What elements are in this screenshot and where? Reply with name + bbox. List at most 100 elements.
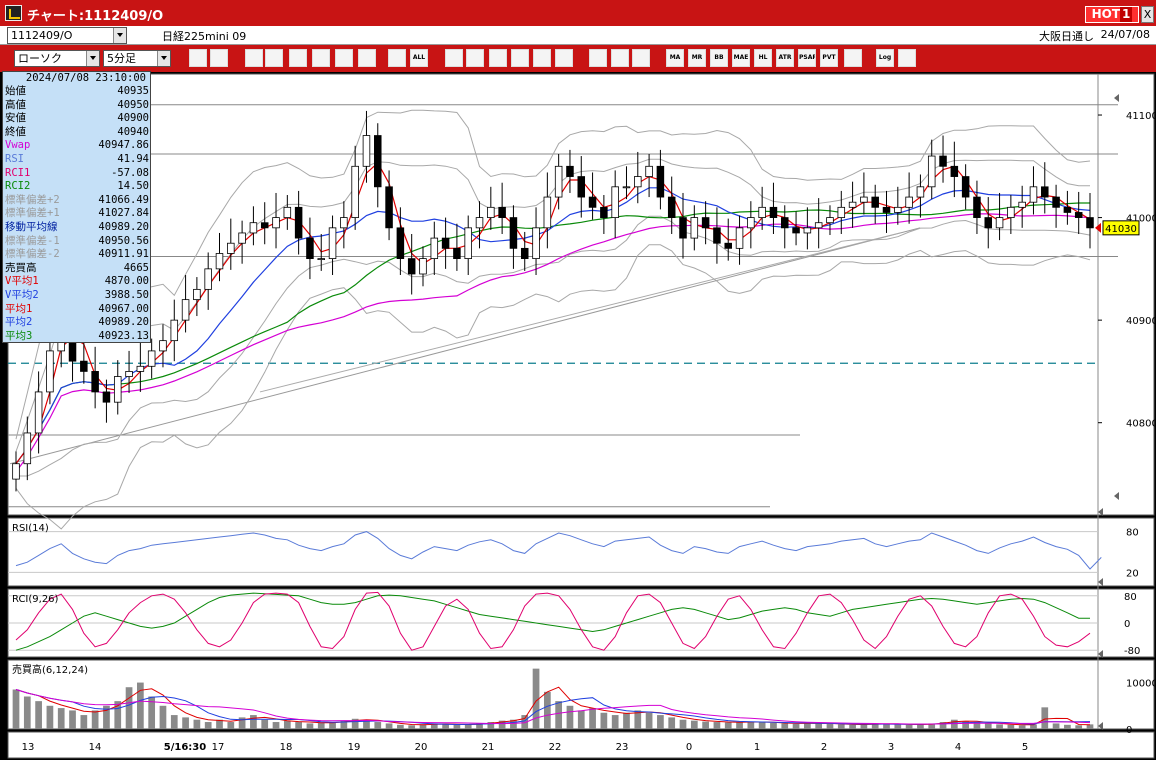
all-icon[interactable]: ALL (410, 49, 428, 67)
candle-body[interactable] (283, 206, 292, 218)
candle-body[interactable] (781, 217, 789, 229)
candle-body[interactable] (961, 176, 970, 198)
hl-icon[interactable]: HL (754, 49, 772, 67)
candle-body[interactable] (939, 155, 947, 167)
candle-body[interactable] (679, 217, 687, 239)
candle-icon[interactable] (245, 49, 263, 67)
hot-button[interactable]: HOT 1 (1085, 6, 1139, 23)
candle-body[interactable] (204, 268, 212, 290)
axis-arrow-icon[interactable] (1098, 508, 1103, 516)
symbol-select[interactable]: 1112409/O (7, 27, 127, 44)
candle-body[interactable] (136, 365, 145, 372)
candle-body[interactable] (894, 206, 902, 213)
bb-icon[interactable]: BB (710, 49, 728, 67)
trend-line[interactable] (9, 227, 921, 465)
candle-body[interactable] (826, 217, 834, 224)
grid-icon[interactable] (589, 49, 607, 67)
candle-body[interactable] (1052, 196, 1060, 208)
candle-body[interactable] (487, 206, 495, 218)
candle-body[interactable] (848, 201, 857, 208)
candle-body[interactable] (905, 196, 913, 208)
candle-body[interactable] (113, 376, 122, 403)
candle-body[interactable] (724, 242, 732, 249)
candle-body[interactable] (600, 206, 608, 218)
list-icon[interactable] (533, 49, 551, 67)
wrench-icon[interactable] (611, 49, 629, 67)
candle-body[interactable] (453, 247, 461, 260)
candle-body[interactable] (871, 196, 879, 208)
candle-body[interactable] (984, 217, 993, 229)
candle-body[interactable] (758, 206, 766, 218)
candle-body[interactable] (667, 196, 676, 218)
candle-body[interactable] (950, 165, 959, 177)
axis-arrow-icon[interactable] (1098, 722, 1103, 730)
candle-body[interactable] (317, 258, 325, 261)
candle-body[interactable] (362, 135, 371, 167)
ma-icon[interactable]: MA (666, 49, 684, 67)
atr-icon[interactable]: ATR (776, 49, 794, 67)
candle-body[interactable] (543, 196, 552, 229)
candle-body[interactable] (837, 206, 846, 218)
split-icon[interactable] (210, 49, 228, 67)
candle-body[interactable] (814, 222, 823, 229)
candle-body[interactable] (577, 176, 586, 198)
candle-body[interactable] (249, 222, 258, 234)
arrow-icon[interactable] (511, 49, 529, 67)
candle-body[interactable] (34, 391, 43, 434)
palette-icon[interactable] (632, 49, 650, 67)
candle-body[interactable] (1007, 206, 1015, 218)
candle-body[interactable] (634, 176, 642, 188)
candle-body[interactable] (1074, 212, 1083, 218)
candle-body[interactable] (995, 217, 1004, 229)
axis-arrow-icon[interactable] (1114, 94, 1119, 102)
candle-body[interactable] (430, 237, 439, 260)
candle-body[interactable] (102, 391, 111, 403)
frame-icon[interactable] (844, 49, 862, 67)
log-icon[interactable]: Log (876, 49, 894, 67)
bracket-icon[interactable] (388, 49, 406, 67)
candle-body[interactable] (735, 227, 744, 249)
candle-body[interactable] (306, 237, 314, 260)
candle-body[interactable] (125, 371, 133, 377)
mr-icon[interactable]: MR (688, 49, 706, 67)
marker-icon[interactable] (358, 49, 376, 67)
chevron-down-icon[interactable] (86, 51, 99, 66)
candle-body[interactable] (622, 186, 631, 189)
magnify-icon[interactable] (189, 49, 207, 67)
close-button[interactable]: X (1141, 6, 1154, 23)
candle-body[interactable] (645, 165, 653, 177)
candle-body[interactable] (340, 217, 348, 229)
candle-body[interactable] (566, 165, 574, 177)
candle-body[interactable] (803, 227, 812, 234)
cursor-icon[interactable] (489, 49, 507, 67)
candle-body[interactable] (611, 186, 619, 218)
candle-body[interactable] (713, 227, 721, 244)
candle-body[interactable] (374, 135, 382, 188)
candle-body[interactable] (554, 165, 563, 198)
candle-body[interactable] (91, 371, 99, 393)
candle-body[interactable] (532, 227, 540, 260)
candle-body[interactable] (260, 222, 269, 229)
candle-body[interactable] (475, 217, 484, 229)
trend-line[interactable] (259, 232, 901, 393)
candle-body[interactable] (407, 258, 416, 275)
zoom-icon[interactable] (265, 49, 283, 67)
candle-body[interactable] (12, 463, 20, 480)
candle-body[interactable] (147, 350, 156, 367)
candle-body[interactable] (227, 242, 235, 254)
candle-body[interactable] (80, 360, 88, 372)
candle-body[interactable] (588, 196, 597, 208)
line-draw-icon[interactable] (466, 49, 484, 67)
candle-body[interactable] (419, 258, 427, 275)
crossline-icon[interactable] (312, 49, 330, 67)
candle-body[interactable] (1029, 186, 1038, 203)
candle-body[interactable] (159, 340, 167, 352)
candle-body[interactable] (328, 227, 337, 260)
candle-body[interactable] (690, 217, 699, 239)
candle-body[interactable] (464, 227, 472, 260)
candle-body[interactable] (860, 196, 868, 203)
candle-body[interactable] (701, 217, 710, 229)
candle-body[interactable] (498, 206, 506, 218)
candle-body[interactable] (441, 237, 450, 249)
candle-body[interactable] (973, 196, 981, 218)
